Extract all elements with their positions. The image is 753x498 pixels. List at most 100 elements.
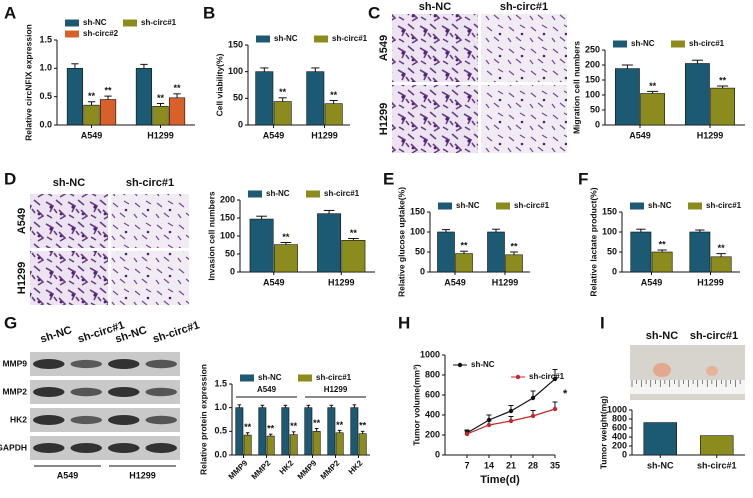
y-tick-label: 150 (220, 212, 235, 222)
micrograph (111, 194, 189, 248)
panel-letter: C (368, 3, 380, 22)
blot-band (70, 415, 102, 425)
bar (317, 213, 342, 273)
bar (640, 93, 666, 126)
bar (249, 218, 274, 273)
ruler (630, 380, 745, 394)
y-tick-label: 0 (622, 449, 627, 459)
x-tick-label: H1299 (492, 277, 519, 287)
significance-label: ** (105, 85, 113, 95)
y-tick-label: 0 (595, 119, 600, 129)
bar (135, 68, 153, 126)
y-tick-label: 1.0 (214, 402, 227, 412)
significance-label: ** (290, 421, 298, 431)
micrograph (392, 85, 478, 153)
x-tick-label: A549 (641, 277, 663, 287)
bar (66, 68, 84, 126)
x-tick-label: MMP9 (227, 458, 250, 481)
x-tick-label: 35 (550, 460, 560, 470)
point (552, 376, 558, 382)
y-tick-label: 0 (420, 266, 425, 276)
y-tick-label: 0 (238, 119, 243, 129)
legend-label: sh-circ#1 (689, 39, 725, 48)
significance-label: ** (649, 81, 657, 91)
legend-label: sh-circ#2 (83, 29, 119, 38)
point (486, 422, 492, 428)
y-tick-label: 800 (425, 369, 440, 379)
legend-label: sh-NC (83, 18, 107, 27)
y-tick-label: 200 (220, 194, 235, 204)
significance-label: ** (359, 421, 367, 431)
blot-band (70, 443, 102, 453)
blot-band (33, 387, 65, 397)
legend-label: sh-circ#1 (529, 372, 565, 381)
blot-band (70, 387, 102, 397)
legend-label: sh-NC (258, 373, 282, 382)
legend-swatch (256, 35, 270, 43)
legend-marker (457, 362, 463, 368)
bar (505, 254, 523, 273)
panel-letter: B (203, 3, 215, 22)
legend-label: sh-NC (274, 34, 298, 43)
y-tick-label: 0.0 (214, 449, 227, 459)
y-tick-label: 0 (435, 449, 440, 459)
significance-label: ** (510, 241, 518, 251)
significance-label: ** (350, 228, 358, 238)
legend-swatch (613, 40, 627, 48)
legend-label: sh-circ#1 (141, 18, 177, 27)
legend-swatch (306, 190, 320, 198)
bar (327, 407, 336, 456)
legend-label: sh-circ#1 (332, 34, 368, 43)
x-tick-label: MMP2 (319, 458, 342, 481)
significance-label: ** (174, 83, 182, 93)
legend-swatch (123, 19, 137, 27)
panel-letter: A (4, 3, 16, 22)
lane-label: sh-circ#1 (151, 319, 201, 345)
blot-band (33, 415, 65, 425)
panel-letter: F (578, 169, 588, 188)
significance-label: ** (336, 420, 344, 430)
column-label: sh-circ#1 (126, 177, 174, 189)
bar (651, 251, 673, 273)
bar (289, 434, 298, 456)
y-tick-label: 200 (585, 59, 600, 69)
y-axis-title: Cell viability(%) (214, 53, 224, 116)
bar (614, 68, 640, 126)
y-tick-label: 100 (585, 89, 600, 99)
significance-label: ** (460, 241, 468, 251)
y-axis-title: Migration cell numbers (571, 41, 581, 134)
panel-letter: D (4, 169, 16, 188)
panel-letter: E (383, 169, 394, 188)
legend-swatch (438, 202, 452, 210)
bar (235, 407, 244, 456)
row-label: H1299 (378, 103, 390, 135)
column-label: sh-NC (53, 177, 85, 189)
significance-label: ** (718, 243, 726, 253)
micrograph (481, 85, 567, 153)
bar (689, 231, 711, 273)
y-axis-title: Relative protein expression (198, 364, 208, 475)
y-tick-label: 150 (585, 74, 600, 84)
significance-label: ** (279, 87, 287, 97)
significance-label: ** (157, 93, 165, 103)
y-tick-label: 200 (425, 429, 440, 439)
point (464, 431, 470, 437)
legend-swatch (240, 374, 254, 382)
group-label: H1299 (129, 470, 156, 480)
y-tick-label: 600 (612, 422, 627, 432)
y-tick-label: 150 (228, 39, 243, 49)
x-tick-label: 28 (528, 460, 538, 470)
panel-letter: I (600, 313, 605, 332)
point (530, 395, 536, 401)
y-tick-label: 50 (590, 104, 600, 114)
point (508, 418, 514, 424)
x-tick-label: A549 (81, 130, 103, 140)
x-tick-label: A549 (444, 277, 466, 287)
y-tick-label: 150 (602, 206, 617, 216)
x-axis-title: Time(d) (480, 474, 520, 486)
blot-label: HK2 (10, 414, 27, 424)
x-tick-label: HK2 (347, 458, 365, 476)
blot-band (70, 359, 102, 369)
legend-label: sh-circ#1 (316, 373, 352, 382)
x-tick-label: sh-NC (647, 460, 674, 470)
